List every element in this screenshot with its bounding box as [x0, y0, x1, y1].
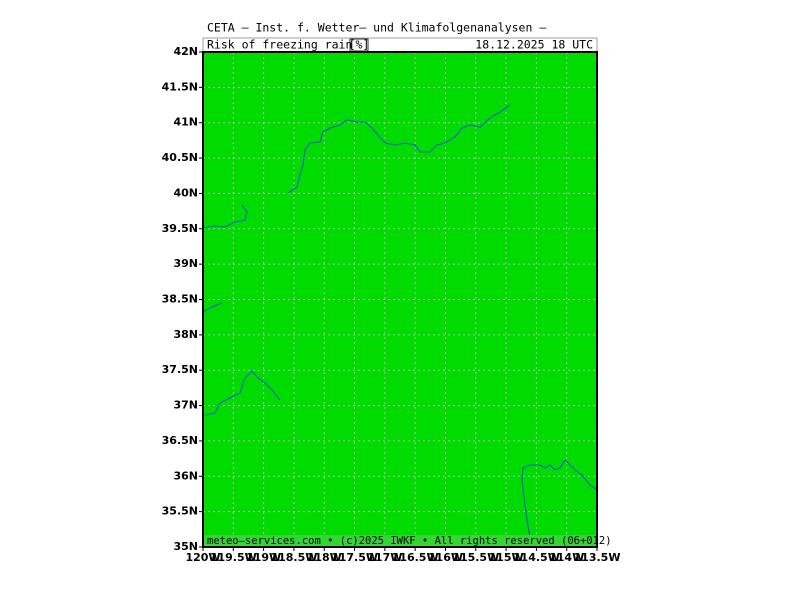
lon-tick-label: 116W	[428, 551, 463, 564]
lat-tick-label: 41.5N	[162, 80, 198, 93]
lat-tick-label: 37.5N	[162, 363, 198, 376]
lon-tick-label: 117.5W	[331, 551, 378, 564]
lon-tick-label: 115.5W	[452, 551, 499, 564]
lat-tick-label: 36.5N	[162, 434, 198, 447]
lat-tick-label: 35N	[173, 540, 198, 553]
coastline	[202, 302, 223, 313]
coastline	[287, 104, 511, 194]
lat-tick-label: 38.5N	[162, 293, 198, 306]
lon-tick-label: 114.5W	[513, 551, 560, 564]
coastline	[202, 204, 248, 229]
parameter: Risk_of_freezing_rain_	[207, 38, 359, 52]
lon-tick-label: 117W	[367, 551, 402, 564]
footer-band	[203, 535, 597, 547]
lat-tick-label: 40.5N	[162, 151, 198, 164]
lon-tick-label: 119.5W	[210, 551, 257, 564]
lat-tick-label: 38N	[173, 328, 198, 341]
lat-tick-label: 40N	[173, 186, 198, 199]
coastline	[521, 459, 598, 538]
lon-tick-label: 118.5W	[270, 551, 317, 564]
lon-tick-label: 118W	[307, 551, 342, 564]
lat-tick-label: 36N	[173, 469, 198, 482]
lat-tick-label: 39N	[173, 257, 198, 270]
lon-tick-label: 119W	[246, 551, 281, 564]
valid-time: 18.12.2025 18 UTC	[475, 38, 593, 52]
lon-tick-label: 113.5W	[574, 551, 621, 564]
graticule	[203, 52, 597, 547]
coastlines	[202, 104, 598, 538]
footer-credit: meteo—services.com • (c)2025 IWKF • All …	[207, 535, 612, 547]
lon-tick-label: 120W	[185, 551, 220, 564]
lat-tick-label: 42N	[173, 45, 198, 58]
title: CETA — Inst. f. Wetter— und Klimafolgena…	[207, 21, 546, 35]
lat-tick-label: 35.5N	[162, 505, 198, 518]
lat-tick-label: 37N	[173, 399, 198, 412]
unit: [%]	[349, 38, 370, 52]
coastline	[204, 370, 281, 416]
lon-tick-label: 114W	[549, 551, 584, 564]
lat-tick-label: 41N	[173, 116, 198, 129]
lat-tick-label: 39.5N	[162, 222, 198, 235]
lon-tick-label: 116.5W	[392, 551, 439, 564]
lon-tick-label: 115W	[489, 551, 524, 564]
